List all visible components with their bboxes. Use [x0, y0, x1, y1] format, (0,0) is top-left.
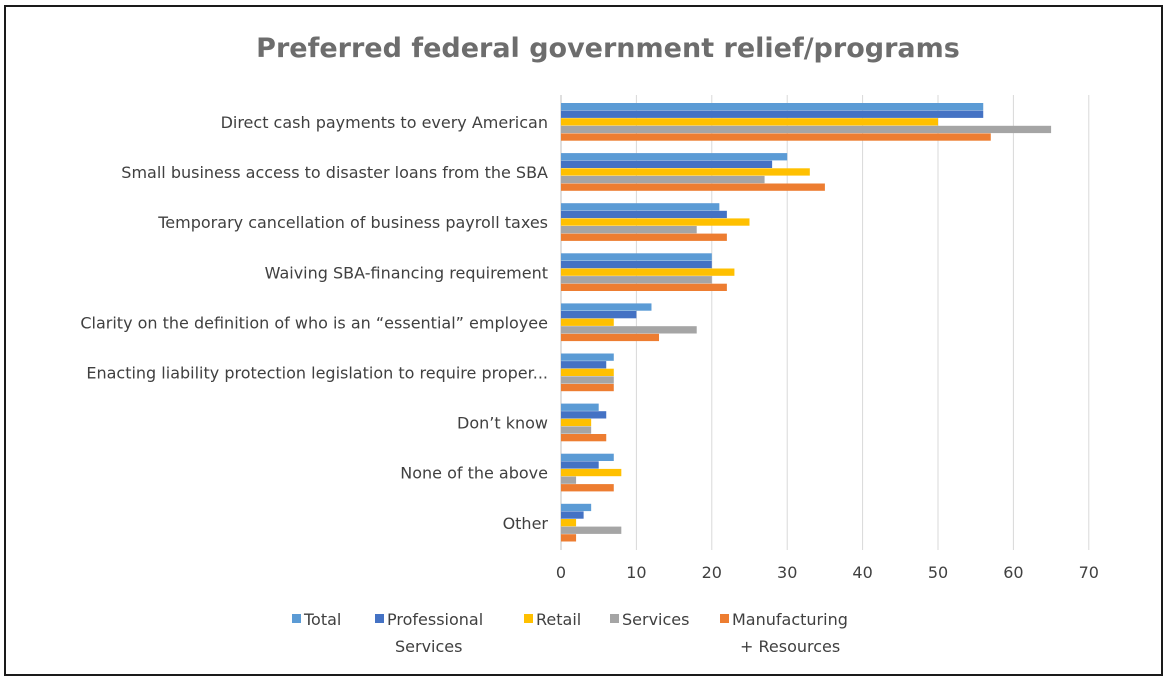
category-label: Enacting liability protection legislatio… [86, 364, 548, 383]
bar [561, 333, 660, 342]
legend-label: Services [622, 610, 689, 629]
legend-label: Professional [387, 610, 483, 629]
x-tick-label: 70 [1079, 563, 1099, 582]
bar [561, 283, 727, 291]
category-label: Clarity on the definition of who is an “… [80, 313, 548, 332]
bar [561, 503, 592, 512]
category-label: Don’t know [457, 414, 548, 433]
legend-swatch [610, 614, 619, 623]
chart-title: Preferred federal government relief/prog… [256, 33, 960, 64]
legend-swatch [375, 614, 384, 623]
x-tick-label: 30 [777, 563, 797, 582]
legend-label: Services [395, 637, 462, 656]
bar [561, 353, 614, 361]
bar [561, 168, 810, 176]
bar [561, 226, 697, 234]
x-tick-label: 40 [852, 563, 872, 582]
category-label: Temporary cancellation of business payro… [157, 213, 548, 232]
bar [561, 484, 614, 492]
x-tick-label: 50 [928, 563, 948, 582]
bar [561, 311, 637, 319]
bar [561, 203, 720, 211]
bar [561, 210, 727, 219]
category-labels: Direct cash payments to every American Sm… [80, 113, 548, 533]
bar [561, 383, 614, 392]
bar [561, 253, 712, 261]
legend-label: Total [303, 610, 341, 629]
category-label: None of the above [400, 464, 548, 483]
category-label: Waiving SBA-financing requirement [265, 263, 548, 282]
bar [561, 368, 614, 376]
bar [561, 461, 599, 469]
x-tick-labels: 0 10 20 30 40 50 60 70 [556, 563, 1099, 582]
x-tick-label: 60 [1003, 563, 1023, 582]
bar [561, 376, 614, 384]
bar [561, 534, 577, 542]
x-tick-label: 0 [556, 563, 566, 582]
bar [561, 468, 622, 477]
bar [561, 125, 1052, 134]
bar [561, 276, 712, 284]
bar [561, 118, 938, 126]
bar [561, 153, 788, 161]
bar [561, 268, 735, 276]
legend-swatch [524, 614, 533, 623]
legend-swatch [292, 614, 301, 623]
bar [561, 260, 712, 269]
bar [561, 526, 622, 534]
bar [561, 411, 607, 419]
bar [561, 511, 584, 519]
bar [561, 233, 727, 241]
bar [561, 519, 577, 527]
bar [561, 426, 592, 434]
x-tick-label: 20 [702, 563, 722, 582]
category-label: Direct cash payments to every American [221, 113, 548, 132]
bar [561, 418, 592, 427]
bars [561, 103, 1052, 542]
bar [561, 403, 599, 411]
bar [561, 160, 773, 168]
bar [561, 218, 750, 226]
category-label: Small business access to disaster loans … [121, 163, 548, 182]
legend-label: Retail [536, 610, 581, 629]
bar [561, 133, 991, 141]
bar [561, 318, 614, 326]
x-tick-label: 10 [626, 563, 646, 582]
bar [561, 434, 607, 442]
bar [561, 476, 577, 484]
legend-label: Manufacturing [732, 610, 848, 629]
bar [561, 175, 765, 184]
legend-label: + Resources [740, 637, 840, 656]
legend: Total Professional Services Retail Services M… [292, 610, 848, 656]
bar [561, 303, 652, 311]
bar [561, 326, 697, 334]
bar [561, 110, 984, 118]
bar [561, 183, 825, 191]
legend-swatch [720, 614, 729, 623]
bar [561, 103, 984, 111]
bar [561, 361, 607, 369]
bar [561, 453, 614, 461]
category-label: Other [503, 514, 549, 533]
